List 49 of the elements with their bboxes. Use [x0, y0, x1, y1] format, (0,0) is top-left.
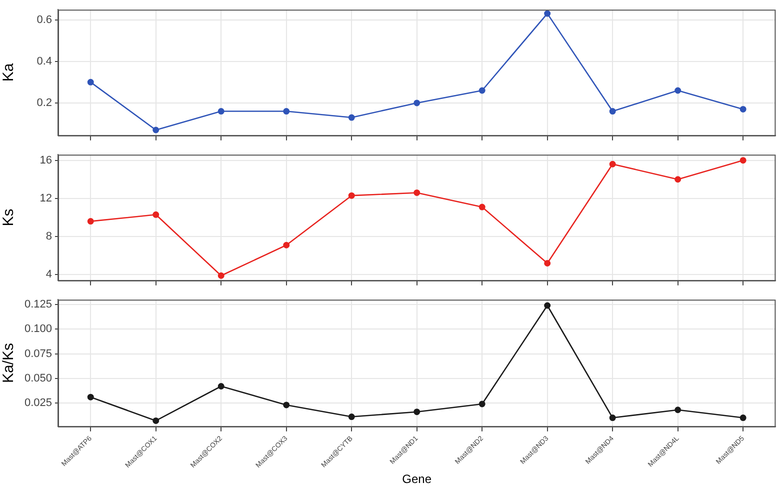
- point: [609, 414, 616, 422]
- point: [218, 272, 224, 279]
- y-tick-label: 8: [46, 230, 52, 243]
- point: [609, 160, 616, 168]
- point: [348, 192, 355, 199]
- point: [740, 414, 746, 422]
- point: [152, 211, 160, 218]
- point: [152, 417, 160, 424]
- y-tick-label: 0.050: [24, 372, 52, 384]
- y-tick-label: 0.2: [36, 96, 52, 109]
- point: [218, 108, 224, 115]
- point: [740, 106, 746, 112]
- y-tick-label: 0.4: [36, 55, 52, 68]
- y-tick-label: 0.100: [24, 323, 52, 336]
- point: [609, 108, 616, 115]
- point: [674, 87, 682, 94]
- point: [544, 302, 551, 309]
- point: [152, 126, 160, 134]
- y-tick-label: 4: [46, 268, 52, 281]
- point: [414, 189, 420, 196]
- point: [414, 408, 420, 416]
- point: [87, 394, 94, 400]
- point: [283, 242, 290, 248]
- point: [218, 383, 224, 390]
- point: [348, 114, 355, 121]
- point: [544, 10, 551, 17]
- y-axis-title: Ks: [0, 208, 18, 226]
- point: [478, 204, 486, 210]
- point: [544, 260, 551, 266]
- y-tick-label: 0.075: [24, 348, 52, 360]
- point: [674, 176, 682, 183]
- point: [348, 414, 355, 420]
- y-tick-label: 16: [40, 154, 52, 166]
- y-axis-title: Ka: [0, 62, 18, 82]
- y-tick-label: 0.6: [36, 14, 52, 26]
- x-axis-title: Gene: [402, 472, 432, 486]
- y-tick-label: 0.125: [24, 298, 52, 311]
- point: [87, 218, 94, 225]
- y-tick-label: 0.025: [24, 397, 52, 410]
- point: [87, 78, 94, 86]
- point: [283, 108, 290, 115]
- point: [740, 157, 746, 164]
- point: [478, 87, 486, 94]
- y-tick-label: 12: [40, 192, 52, 204]
- point: [478, 400, 486, 408]
- point: [674, 406, 682, 414]
- y-axis-title: Ka/Ks: [0, 343, 18, 384]
- point: [414, 100, 420, 106]
- point: [283, 402, 290, 408]
